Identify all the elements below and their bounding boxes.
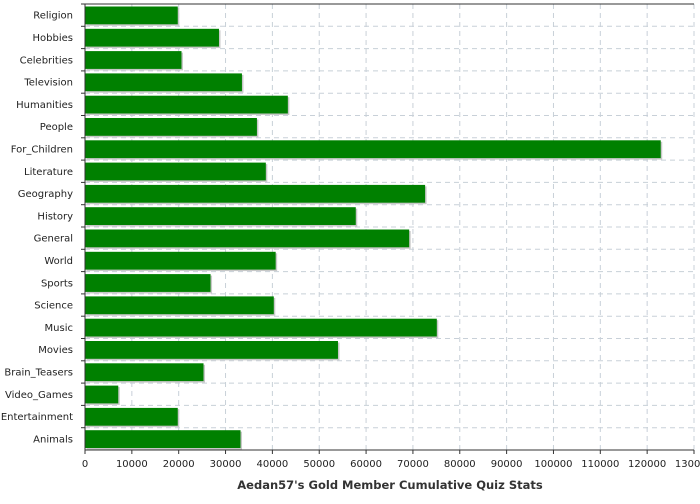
bar-entertainment — [85, 407, 178, 426]
y-tick-label: People — [40, 122, 73, 133]
y-tick-label: For_Children — [11, 144, 73, 155]
y-tick-label: Science — [34, 301, 73, 312]
y-tick-label: Humanities — [16, 100, 73, 111]
x-axis-label: Aedan57's Gold Member Cumulative Quiz St… — [237, 478, 543, 492]
bar-humanities — [85, 95, 288, 114]
x-tick-label: 20000 — [163, 459, 195, 470]
bar-literature — [85, 162, 266, 181]
y-tick-label: World — [44, 256, 73, 267]
bar-sports — [85, 274, 211, 292]
bar-religion — [85, 6, 178, 25]
y-tick-label: Video_Games — [5, 390, 73, 401]
y-tick-label: History — [37, 211, 73, 222]
x-tick-label: 50000 — [303, 459, 335, 470]
bar-general — [85, 229, 410, 248]
bars — [85, 6, 663, 450]
bar-science — [85, 296, 274, 315]
y-tick-label: Movies — [38, 345, 73, 356]
bar-music — [85, 318, 437, 337]
bar-people — [85, 118, 257, 136]
bar-hobbies — [85, 28, 219, 47]
y-tick-label: General — [34, 234, 73, 245]
x-tick-label: 80000 — [444, 459, 476, 470]
bar-celebrities — [85, 51, 182, 69]
bar-television — [85, 73, 242, 92]
y-tick-label: Hobbies — [33, 33, 73, 44]
bar-video_games — [85, 385, 119, 404]
y-tick-label: Literature — [24, 167, 73, 178]
bar-movies — [85, 341, 338, 359]
bar-world — [85, 251, 276, 270]
x-tick-label: 30000 — [210, 459, 242, 470]
axes — [81, 3, 695, 454]
y-tick-label: Music — [45, 323, 73, 334]
bar-brain_teasers — [85, 363, 204, 382]
y-tick-label: Television — [23, 78, 73, 89]
x-tick-label: 100000 — [534, 459, 572, 470]
x-tick-label: 130000 — [675, 459, 700, 470]
x-tick-label: 10000 — [116, 459, 148, 470]
y-tick-label: Geography — [18, 189, 73, 200]
x-tick-label: 60000 — [350, 459, 382, 470]
y-tick-label: Sports — [41, 278, 73, 289]
y-tick-label: Brain_Teasers — [4, 367, 73, 378]
x-tick-label: 110000 — [581, 459, 619, 470]
x-tick-label: 0 — [82, 459, 88, 470]
y-tick-label: Entertainment — [1, 412, 73, 423]
x-tick-label: 40000 — [256, 459, 288, 470]
x-tick-label: 120000 — [628, 459, 666, 470]
bar-for_children — [85, 140, 661, 159]
bar-history — [85, 207, 356, 225]
y-tick-labels: Religion Hobbies Celebrities Television Huma… — [1, 11, 73, 446]
x-tick-label: 90000 — [491, 459, 523, 470]
y-tick-label: Animals — [33, 434, 73, 445]
x-tick-label: 70000 — [397, 459, 429, 470]
bar-geography — [85, 184, 426, 203]
x-tick-labels: 0 10000 20000 30000 40000 50000 60000 70000 8000… — [82, 459, 700, 470]
grid — [85, 4, 695, 450]
y-tick-label: Celebrities — [20, 55, 73, 66]
bar-animals — [85, 430, 241, 448]
y-tick-label: Religion — [33, 11, 73, 22]
